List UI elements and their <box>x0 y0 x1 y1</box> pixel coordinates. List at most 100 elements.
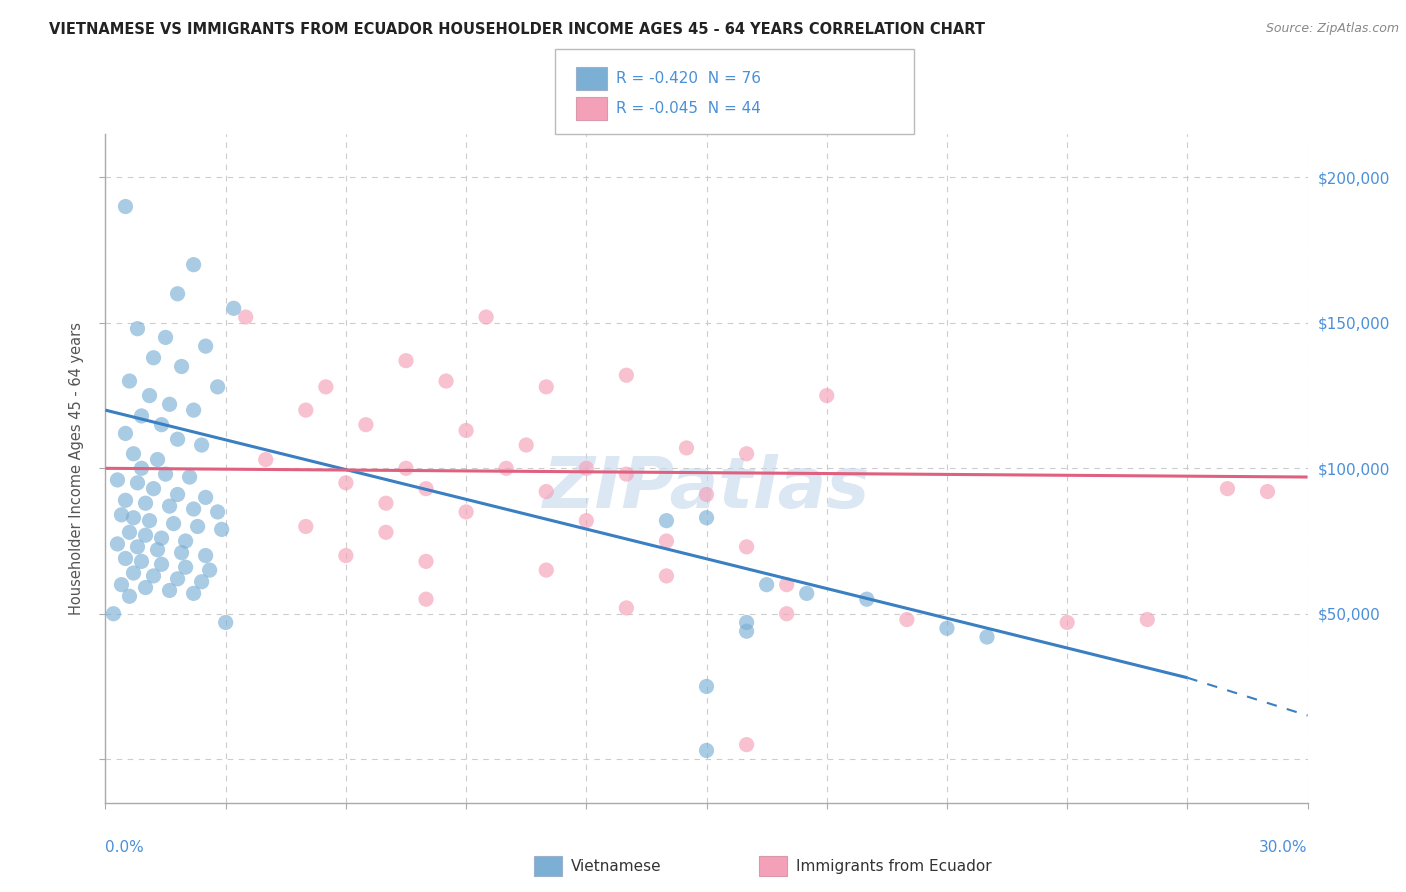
Point <box>696 487 718 501</box>
Point <box>655 514 678 528</box>
Point <box>135 528 157 542</box>
Point <box>155 330 177 344</box>
Point <box>454 424 477 438</box>
Point <box>207 380 229 394</box>
Point <box>159 397 181 411</box>
Point <box>936 621 959 635</box>
Point <box>534 380 557 394</box>
Point <box>103 607 125 621</box>
Point <box>114 200 136 214</box>
Point <box>166 286 188 301</box>
Point <box>127 321 149 335</box>
Point <box>183 403 205 417</box>
Point <box>122 510 145 524</box>
Point <box>138 514 160 528</box>
Point <box>735 624 758 639</box>
Point <box>142 351 165 365</box>
Point <box>138 388 160 402</box>
Point <box>162 516 184 531</box>
Point <box>415 592 437 607</box>
Point <box>896 613 918 627</box>
Point <box>315 380 337 394</box>
Point <box>395 353 418 368</box>
Point <box>534 563 557 577</box>
Point <box>696 743 718 757</box>
Point <box>222 301 245 316</box>
Point <box>114 551 136 566</box>
Point <box>170 359 193 374</box>
Point <box>118 589 141 603</box>
Text: ZIPatlas: ZIPatlas <box>543 454 870 523</box>
Point <box>150 558 173 572</box>
Point <box>170 546 193 560</box>
Point <box>146 452 169 467</box>
Point <box>616 368 638 383</box>
Point <box>155 467 177 482</box>
Point <box>150 417 173 432</box>
Point <box>211 522 233 536</box>
Y-axis label: Householder Income Ages 45 - 64 years: Householder Income Ages 45 - 64 years <box>69 322 84 615</box>
Point <box>166 572 188 586</box>
Point <box>655 534 678 549</box>
Text: 0.0%: 0.0% <box>105 839 145 855</box>
Point <box>696 510 718 524</box>
Point <box>495 461 517 475</box>
Point <box>183 502 205 516</box>
Point <box>335 549 357 563</box>
Point <box>198 563 221 577</box>
Point <box>776 577 799 591</box>
Point <box>696 680 718 694</box>
Text: R = -0.045  N = 44: R = -0.045 N = 44 <box>616 101 761 116</box>
Point <box>127 540 149 554</box>
Point <box>616 601 638 615</box>
Point <box>114 493 136 508</box>
Point <box>776 607 799 621</box>
Point <box>675 441 697 455</box>
Text: 30.0%: 30.0% <box>1260 839 1308 855</box>
Point <box>295 403 318 417</box>
Point <box>855 592 877 607</box>
Text: R = -0.420  N = 76: R = -0.420 N = 76 <box>616 71 761 86</box>
Point <box>122 447 145 461</box>
Point <box>135 496 157 510</box>
Point <box>114 426 136 441</box>
Point <box>976 630 998 644</box>
Point <box>254 452 277 467</box>
Point <box>796 586 818 600</box>
Point <box>616 467 638 482</box>
Point <box>374 525 398 540</box>
Point <box>475 310 498 324</box>
Point <box>122 566 145 580</box>
Point <box>235 310 257 324</box>
Point <box>110 508 132 522</box>
Point <box>395 461 418 475</box>
Text: VIETNAMESE VS IMMIGRANTS FROM ECUADOR HOUSEHOLDER INCOME AGES 45 - 64 YEARS CORR: VIETNAMESE VS IMMIGRANTS FROM ECUADOR HO… <box>49 22 986 37</box>
Point <box>179 470 201 484</box>
Point <box>183 258 205 272</box>
Point <box>174 560 197 574</box>
Point <box>295 519 318 533</box>
Point <box>107 537 129 551</box>
Point <box>1257 484 1279 499</box>
Point <box>150 531 173 545</box>
Point <box>194 339 217 353</box>
Point <box>194 491 217 505</box>
Point <box>374 496 398 510</box>
Point <box>454 505 477 519</box>
Point <box>434 374 457 388</box>
Point <box>575 514 598 528</box>
Point <box>1216 482 1239 496</box>
Point <box>1056 615 1078 630</box>
Text: Vietnamese: Vietnamese <box>571 859 661 873</box>
Point <box>159 499 181 513</box>
Point <box>190 574 212 589</box>
Point <box>207 505 229 519</box>
Point <box>1136 613 1159 627</box>
Point <box>131 461 153 475</box>
Point <box>174 534 197 549</box>
Point <box>735 615 758 630</box>
Point <box>131 554 153 568</box>
Point <box>107 473 129 487</box>
Point <box>214 615 236 630</box>
Text: Immigrants from Ecuador: Immigrants from Ecuador <box>796 859 991 873</box>
